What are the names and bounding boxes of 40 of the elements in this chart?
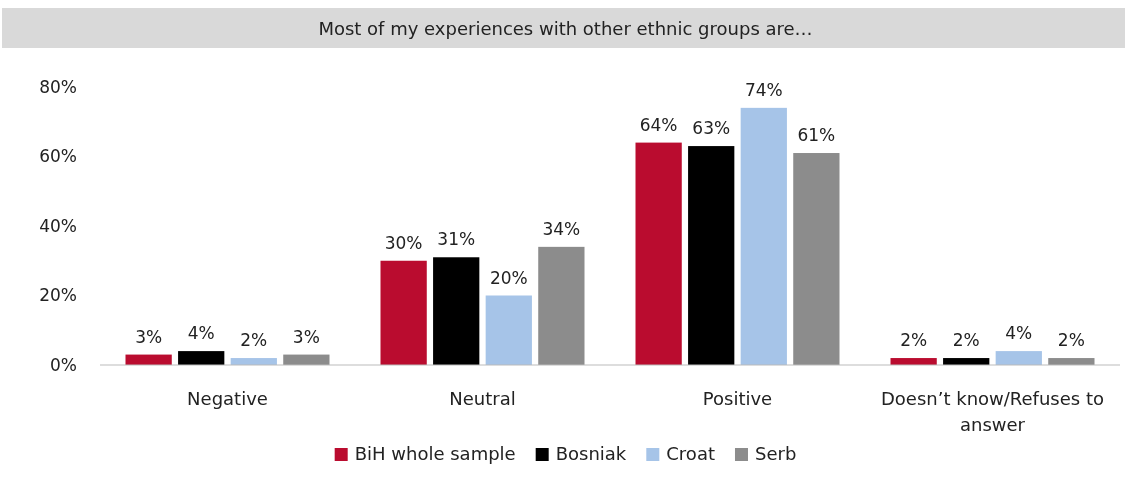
x-tick-label: Doesn’t know/Refuses to answer (880, 388, 1105, 435)
data-label: 2% (1057, 330, 1085, 351)
data-label: 3% (135, 326, 163, 347)
y-tick-label: 20% (39, 285, 77, 306)
data-label: 4% (1005, 323, 1033, 344)
data-label: 61% (797, 125, 836, 146)
data-label: 31% (437, 229, 476, 250)
x-tick-label: Negative (187, 388, 268, 409)
y-tick-label: 80% (39, 76, 77, 97)
data-label: 4% (187, 323, 215, 344)
data-label: 20% (489, 267, 528, 288)
bar (485, 295, 532, 365)
data-label: 2% (240, 330, 268, 351)
data-label: 2% (952, 330, 980, 351)
data-label: 3% (292, 326, 320, 347)
bar (688, 146, 735, 365)
bar (178, 351, 225, 365)
data-label: 2% (900, 330, 928, 351)
x-tick-label: Neutral (449, 388, 516, 409)
y-tick-label: 0% (50, 354, 77, 375)
y-tick-label: 60% (39, 146, 77, 167)
legend-label: Serb (754, 443, 797, 464)
bar (740, 107, 787, 365)
data-label: 63% (692, 118, 731, 139)
bar (380, 260, 427, 365)
data-label: 34% (542, 218, 581, 239)
bar (433, 257, 480, 365)
legend-label: Bosniak (555, 443, 627, 464)
bar (635, 142, 682, 365)
bar (793, 153, 840, 365)
legend-label: BiH whole sample (354, 443, 516, 464)
data-label: 74% (744, 79, 783, 100)
bar (538, 246, 585, 365)
bar (995, 351, 1042, 365)
data-label: 64% (639, 114, 678, 135)
data-label: 30% (384, 232, 423, 253)
chart-title: Most of my experiences with other ethnic groups are… (318, 18, 813, 39)
y-tick-label: 40% (39, 215, 77, 236)
legend-label: Croat (666, 443, 715, 464)
x-tick-label: Positive (702, 388, 773, 409)
